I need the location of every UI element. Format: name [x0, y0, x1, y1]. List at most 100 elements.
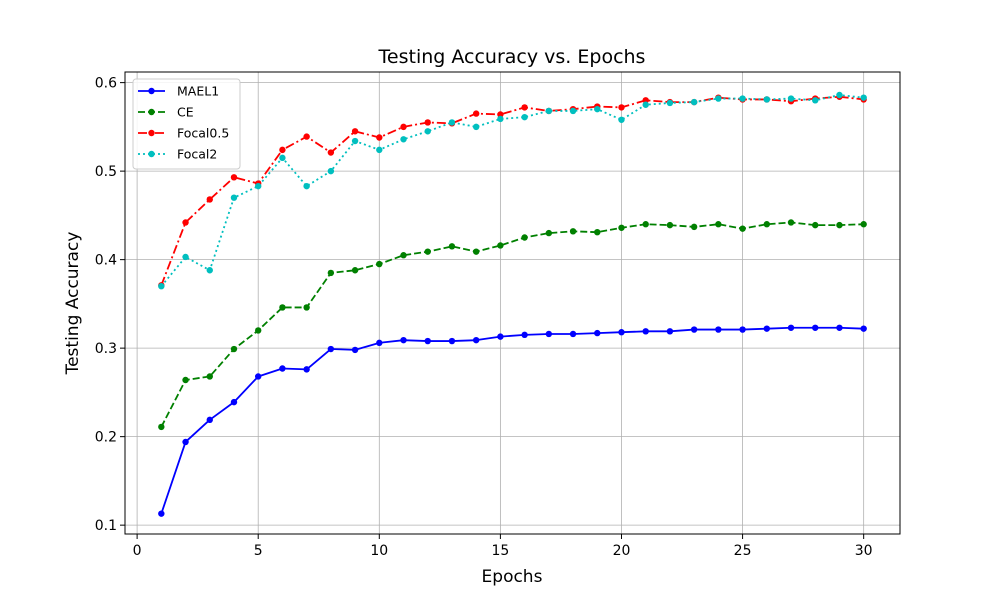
- data-point: [182, 253, 189, 261]
- data-point: [787, 95, 795, 102]
- data-point: [739, 95, 746, 102]
- data-point: [303, 366, 310, 373]
- series-line: [160, 326, 864, 514]
- data-point: [327, 149, 335, 156]
- data-point: [860, 94, 867, 101]
- legend-entry-label: CE: [177, 105, 194, 120]
- data-point: [424, 119, 431, 126]
- data-point: [594, 105, 601, 113]
- data-point: [618, 329, 625, 336]
- data-point: [472, 110, 480, 117]
- data-point: [376, 339, 383, 347]
- data-point: [400, 123, 407, 131]
- data-point: [351, 137, 359, 145]
- data-point: [715, 221, 722, 228]
- data-point: [206, 416, 213, 424]
- data-point: [594, 228, 601, 236]
- data-point: [327, 167, 335, 175]
- data-point: [642, 101, 649, 108]
- data-point: [618, 104, 625, 111]
- series-ce: [158, 219, 867, 431]
- data-point: [376, 146, 383, 154]
- data-point: [545, 229, 553, 237]
- data-point: [448, 337, 456, 345]
- data-point: [182, 438, 189, 446]
- legend: MAEL1 CE Focal0.5 Focal2: [132, 78, 241, 170]
- y-tick-label: 0.2: [95, 430, 117, 446]
- y-tick-label: 0.4: [95, 253, 117, 269]
- y-tick-label: 0.5: [95, 164, 117, 180]
- data-point: [715, 326, 722, 333]
- data-point: [255, 373, 262, 380]
- data-point: [206, 373, 213, 380]
- x-tick-label: 15: [491, 543, 509, 559]
- data-point: [279, 365, 286, 372]
- y-tick-label: 0.1: [95, 518, 117, 534]
- data-point: [424, 248, 431, 255]
- x-tick-label: 10: [370, 543, 388, 559]
- plot-frame: [124, 71, 901, 535]
- data-point: [351, 346, 359, 354]
- data-point: [690, 223, 698, 231]
- data-point: [497, 242, 504, 249]
- data-point: [521, 104, 528, 111]
- data-point: [424, 128, 431, 135]
- data-point: [812, 221, 819, 229]
- chart-title: Testing Accuracy vs. Epochs: [378, 46, 646, 68]
- data-point: [618, 224, 625, 231]
- data-point: [860, 325, 867, 332]
- data-point: [690, 326, 698, 333]
- data-point: [279, 146, 286, 154]
- data-point: [230, 345, 238, 353]
- data-point: [521, 331, 528, 339]
- data-point: [472, 248, 480, 255]
- data-point: [836, 221, 843, 229]
- data-point: [230, 174, 238, 181]
- data-point: [158, 510, 165, 517]
- data-point: [763, 96, 770, 103]
- legend-entry-label: Focal0.5: [177, 126, 229, 141]
- data-point: [376, 134, 383, 141]
- data-point: [642, 221, 649, 228]
- data-point: [230, 398, 238, 406]
- y-axis-label: Testing Accuracy: [63, 232, 83, 376]
- data-point: [569, 107, 577, 115]
- data-point: [327, 345, 335, 353]
- data-point: [497, 333, 504, 340]
- data-point: [351, 128, 359, 135]
- data-point: [739, 225, 746, 232]
- data-point: [569, 228, 577, 235]
- data-point: [763, 325, 770, 332]
- data-point: [739, 326, 746, 333]
- data-point: [158, 282, 165, 290]
- data-point: [642, 328, 649, 335]
- legend-swatch-marker: [148, 150, 155, 158]
- data-point: [715, 95, 722, 102]
- data-point: [351, 267, 359, 274]
- series-line: [160, 221, 864, 428]
- data-point: [158, 423, 165, 431]
- data-point: [666, 221, 674, 229]
- legend-entry-label: MAEL1: [177, 84, 219, 99]
- data-point: [787, 324, 795, 331]
- data-point: [618, 116, 625, 123]
- data-point: [303, 133, 310, 140]
- y-tick-label: 0.3: [95, 341, 117, 357]
- data-point: [497, 115, 504, 123]
- data-point: [400, 336, 407, 344]
- x-tick-label: 25: [734, 543, 752, 559]
- data-point: [230, 194, 238, 201]
- legend-swatch-marker: [148, 108, 155, 116]
- ticks: 0 5 10 15 20 25 30 0.1 0.2 0.3 0.4 0.5 0.6: [95, 76, 873, 559]
- x-tick-label: 30: [855, 543, 873, 559]
- data-point: [569, 330, 577, 338]
- data-point: [279, 304, 286, 311]
- data-point: [787, 219, 795, 226]
- data-point: [666, 328, 674, 335]
- data-point: [206, 196, 213, 203]
- legend-swatch-marker: [148, 87, 155, 95]
- series-focal2: [158, 91, 867, 290]
- data-point: [279, 154, 286, 162]
- data-point: [376, 260, 383, 268]
